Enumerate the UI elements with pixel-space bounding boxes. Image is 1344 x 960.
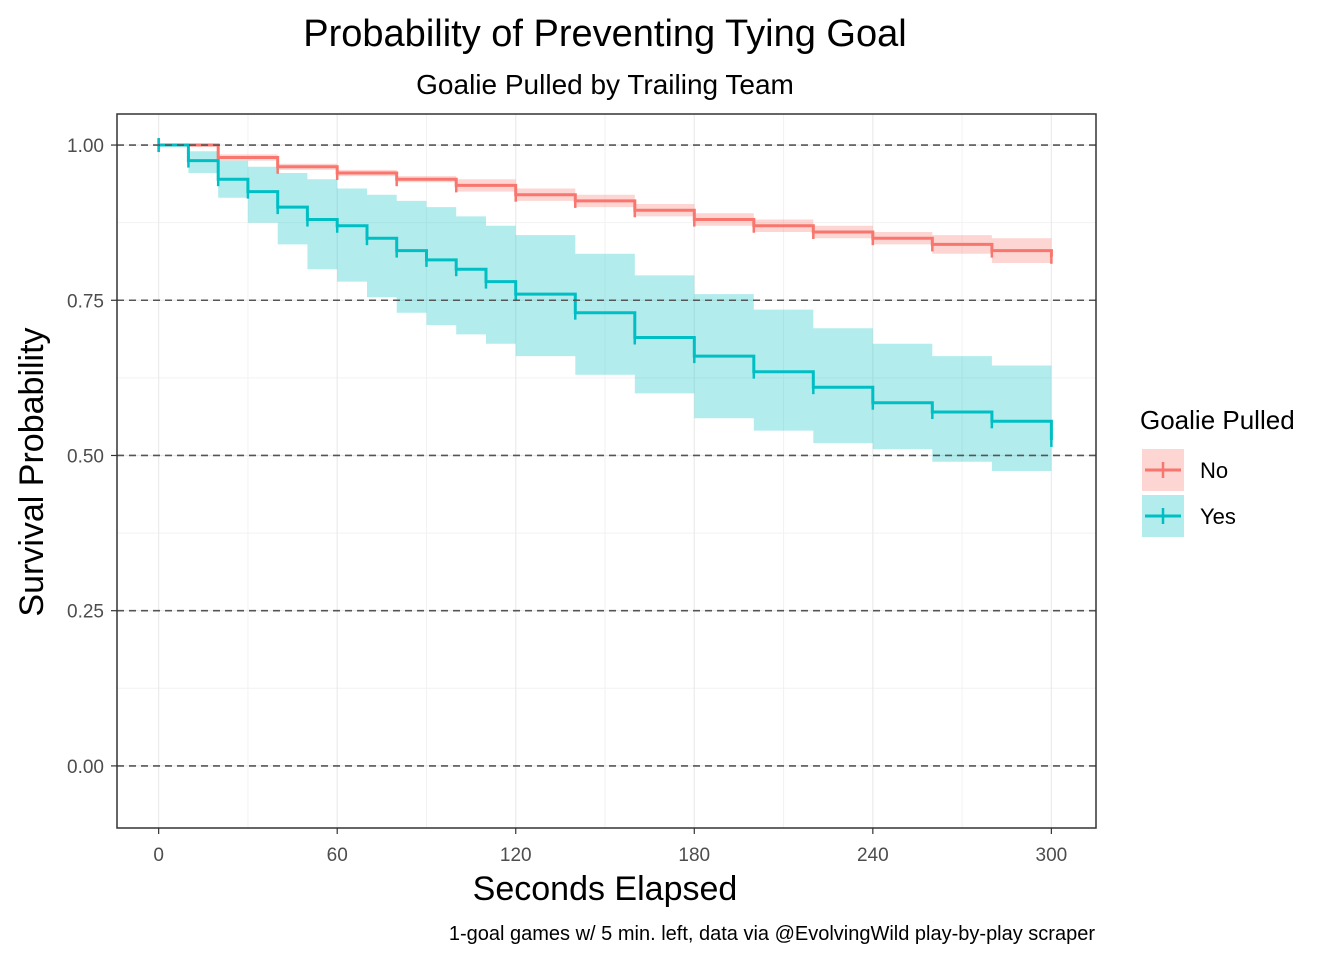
y-tick-label: 0.25 <box>67 602 104 623</box>
x-tick-label: 60 <box>327 845 348 866</box>
plot-area: 0 60 120 180 240 300 0.00 0.25 0.50 0.75 1.00 <box>67 113 1097 866</box>
legend-label-no: No <box>1200 458 1228 483</box>
plot-panel <box>117 114 1096 828</box>
confidence-band-yes <box>158 145 1052 487</box>
legend: Goalie Pulled No Yes <box>1140 405 1295 537</box>
plot-border <box>116 113 1097 829</box>
chart-subtitle: Goalie Pulled by Trailing Team <box>416 69 794 100</box>
x-tick-label: 120 <box>500 845 532 866</box>
survival-line-yes <box>158 143 1053 440</box>
chart-title: Probability of Preventing Tying Goal <box>303 13 906 55</box>
y-tick-label: 0.00 <box>67 757 104 778</box>
x-tick-label: 180 <box>678 845 710 866</box>
y-tick-label: 1.00 <box>67 136 104 157</box>
chart-caption: 1-goal games w/ 5 min. left, data via @E… <box>449 923 1095 945</box>
x-tick-label: 0 <box>153 845 164 866</box>
legend-title: Goalie Pulled <box>1140 405 1295 435</box>
x-tick-label: 300 <box>1036 845 1068 866</box>
y-axis-title: Survival Probability <box>13 327 51 616</box>
legend-label-yes: Yes <box>1200 504 1236 529</box>
y-tick-label: 0.50 <box>67 446 104 467</box>
y-tick-label: 0.75 <box>67 291 104 312</box>
x-tick-label: 240 <box>857 845 889 866</box>
confidence-band-no <box>158 145 1052 270</box>
x-axis-title: Seconds Elapsed <box>473 870 738 908</box>
